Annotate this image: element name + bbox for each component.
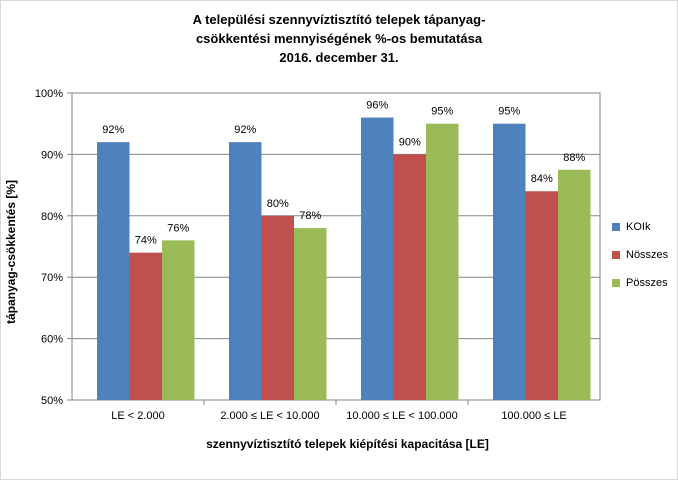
y-tick-label: 70% (41, 272, 63, 284)
bar-koik (361, 117, 394, 400)
legend-item: Pösszes (612, 275, 668, 290)
y-tick-label: 60% (41, 334, 63, 346)
x-tick-label: 2.000 ≤ LE < 10.000 (220, 410, 319, 422)
x-tick-label: LE < 2.000 (111, 410, 165, 422)
bar-nösszes (261, 215, 294, 400)
bar-pösszes (558, 169, 591, 400)
bar-koik (493, 123, 526, 400)
y-tick-label: 50% (41, 395, 63, 407)
legend-label: Pösszes (626, 276, 668, 289)
bar-koik (229, 142, 262, 400)
legend-swatch (612, 222, 620, 231)
x-axis-label: szennyvíztisztító telepek kiépítési kapa… (206, 437, 489, 451)
x-tick-label: 100.000 ≤ LE (501, 410, 566, 422)
data-label: 90% (399, 136, 421, 148)
y-tick-label: 80% (41, 211, 63, 223)
bar-pösszes (294, 228, 327, 400)
chart-title-line-3: 2016. december 31. (279, 50, 399, 65)
data-label: 84% (531, 173, 553, 185)
y-tick-label: 90% (41, 149, 63, 161)
data-label: 78% (299, 210, 321, 222)
data-label: 88% (563, 152, 585, 164)
chart-title-line-1: A települési szennyvíztisztító telepek t… (192, 12, 486, 27)
bar-nösszes (525, 191, 558, 400)
bar-pösszes (162, 240, 195, 400)
legend: KOIk Nösszes Pösszes (612, 219, 668, 303)
bar-koik (97, 142, 130, 400)
y-tick-label: 100% (35, 88, 63, 100)
bar-nösszes (129, 252, 162, 400)
legend-item: Nösszes (612, 247, 668, 262)
legend-swatch (612, 278, 620, 287)
x-tick-label: 10.000 ≤ LE < 100.000 (346, 410, 458, 422)
legend-swatch (612, 250, 620, 259)
data-label: 95% (431, 106, 453, 118)
legend-label: KOIk (626, 220, 651, 233)
data-label: 95% (498, 106, 520, 118)
data-label: 80% (267, 198, 289, 210)
data-label: 76% (167, 222, 189, 234)
bar-nösszes (393, 154, 426, 400)
data-label: 92% (102, 124, 124, 136)
legend-item: KOIk (612, 219, 668, 234)
data-label: 96% (366, 100, 388, 112)
chart-title-line-2: csökkentési mennyiségének %-os bemutatás… (195, 31, 483, 46)
data-label: 92% (234, 124, 256, 136)
data-label: 74% (135, 235, 157, 247)
y-axis-label: tápanyag-csökkentés [%] (4, 179, 18, 325)
legend-label: Nösszes (626, 248, 669, 261)
bar-pösszes (426, 123, 459, 400)
